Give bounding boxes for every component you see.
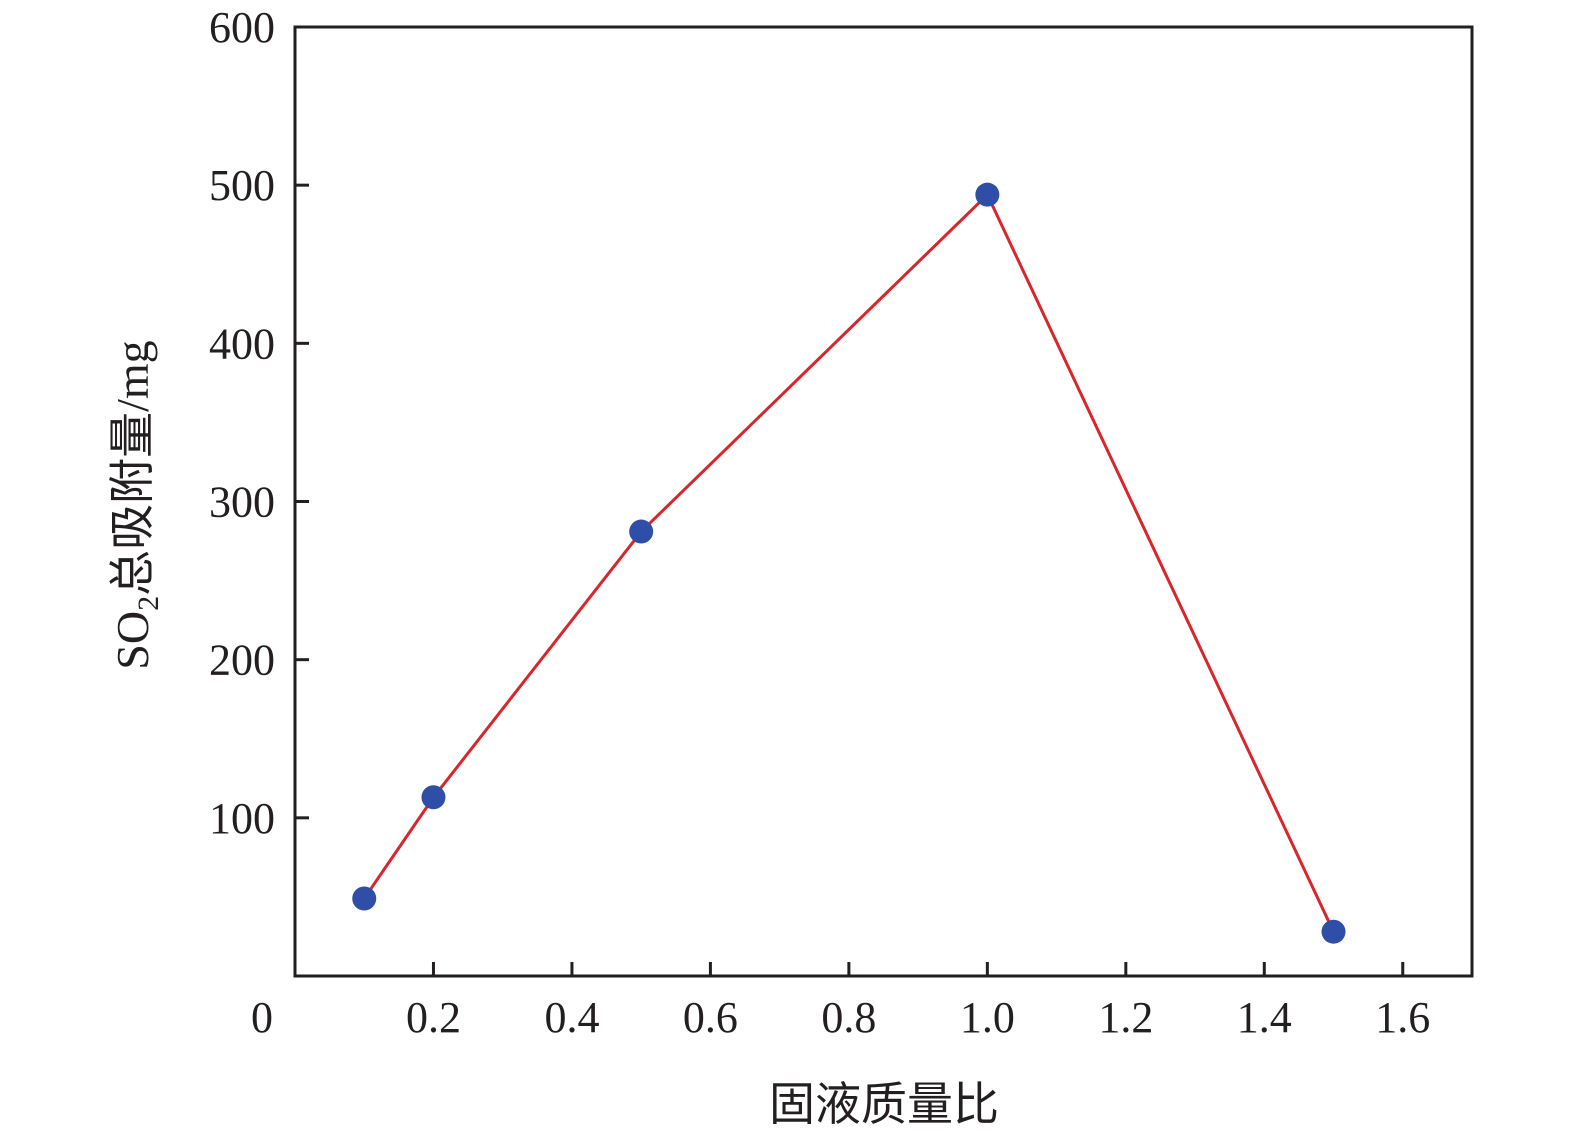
- plot-frame: [293, 25, 1474, 978]
- y-tick-label: 300: [209, 478, 275, 527]
- y-tick-label: 400: [209, 319, 275, 368]
- x-tick-label: 1.0: [960, 993, 1015, 1042]
- data-point: [421, 785, 446, 810]
- series-line: [362, 192, 1335, 933]
- data-point: [629, 519, 654, 544]
- x-axis-title: 固液质量比: [769, 1079, 999, 1130]
- y-axis-title-main: SO: [107, 611, 158, 670]
- y-tick-label: 200: [209, 636, 275, 685]
- y-tick-label: 100: [209, 794, 275, 843]
- x-origin-label: 0: [251, 993, 273, 1042]
- x-tick-label: 0.8: [821, 993, 876, 1042]
- series-layer: [352, 182, 1346, 944]
- data-point: [352, 886, 377, 911]
- x-tick-label: 0.2: [406, 993, 461, 1042]
- y-tick-label: 600: [209, 3, 275, 52]
- y-axis-title: SO2总吸附量/mg: [107, 340, 165, 669]
- y-axis-ticks: 100 200 300 400 500 600: [209, 3, 309, 843]
- data-point: [975, 182, 1000, 207]
- x-tick-label: 1.2: [1098, 993, 1153, 1042]
- y-tick-label: 500: [209, 161, 275, 210]
- x-tick-label: 1.6: [1375, 993, 1430, 1042]
- x-tick-label: 1.4: [1237, 993, 1292, 1042]
- x-axis-ticks: 0.2 0.4 0.6 0.8 1.0 1.2 1.4 1.6: [406, 962, 1430, 1042]
- x-tick-label: 0.6: [683, 993, 738, 1042]
- data-point: [1321, 919, 1346, 944]
- x-tick-label: 0.4: [544, 993, 599, 1042]
- y-axis-title-subscript: 2: [132, 596, 165, 611]
- y-axis-title-rest: 总吸附量/mg: [107, 340, 158, 596]
